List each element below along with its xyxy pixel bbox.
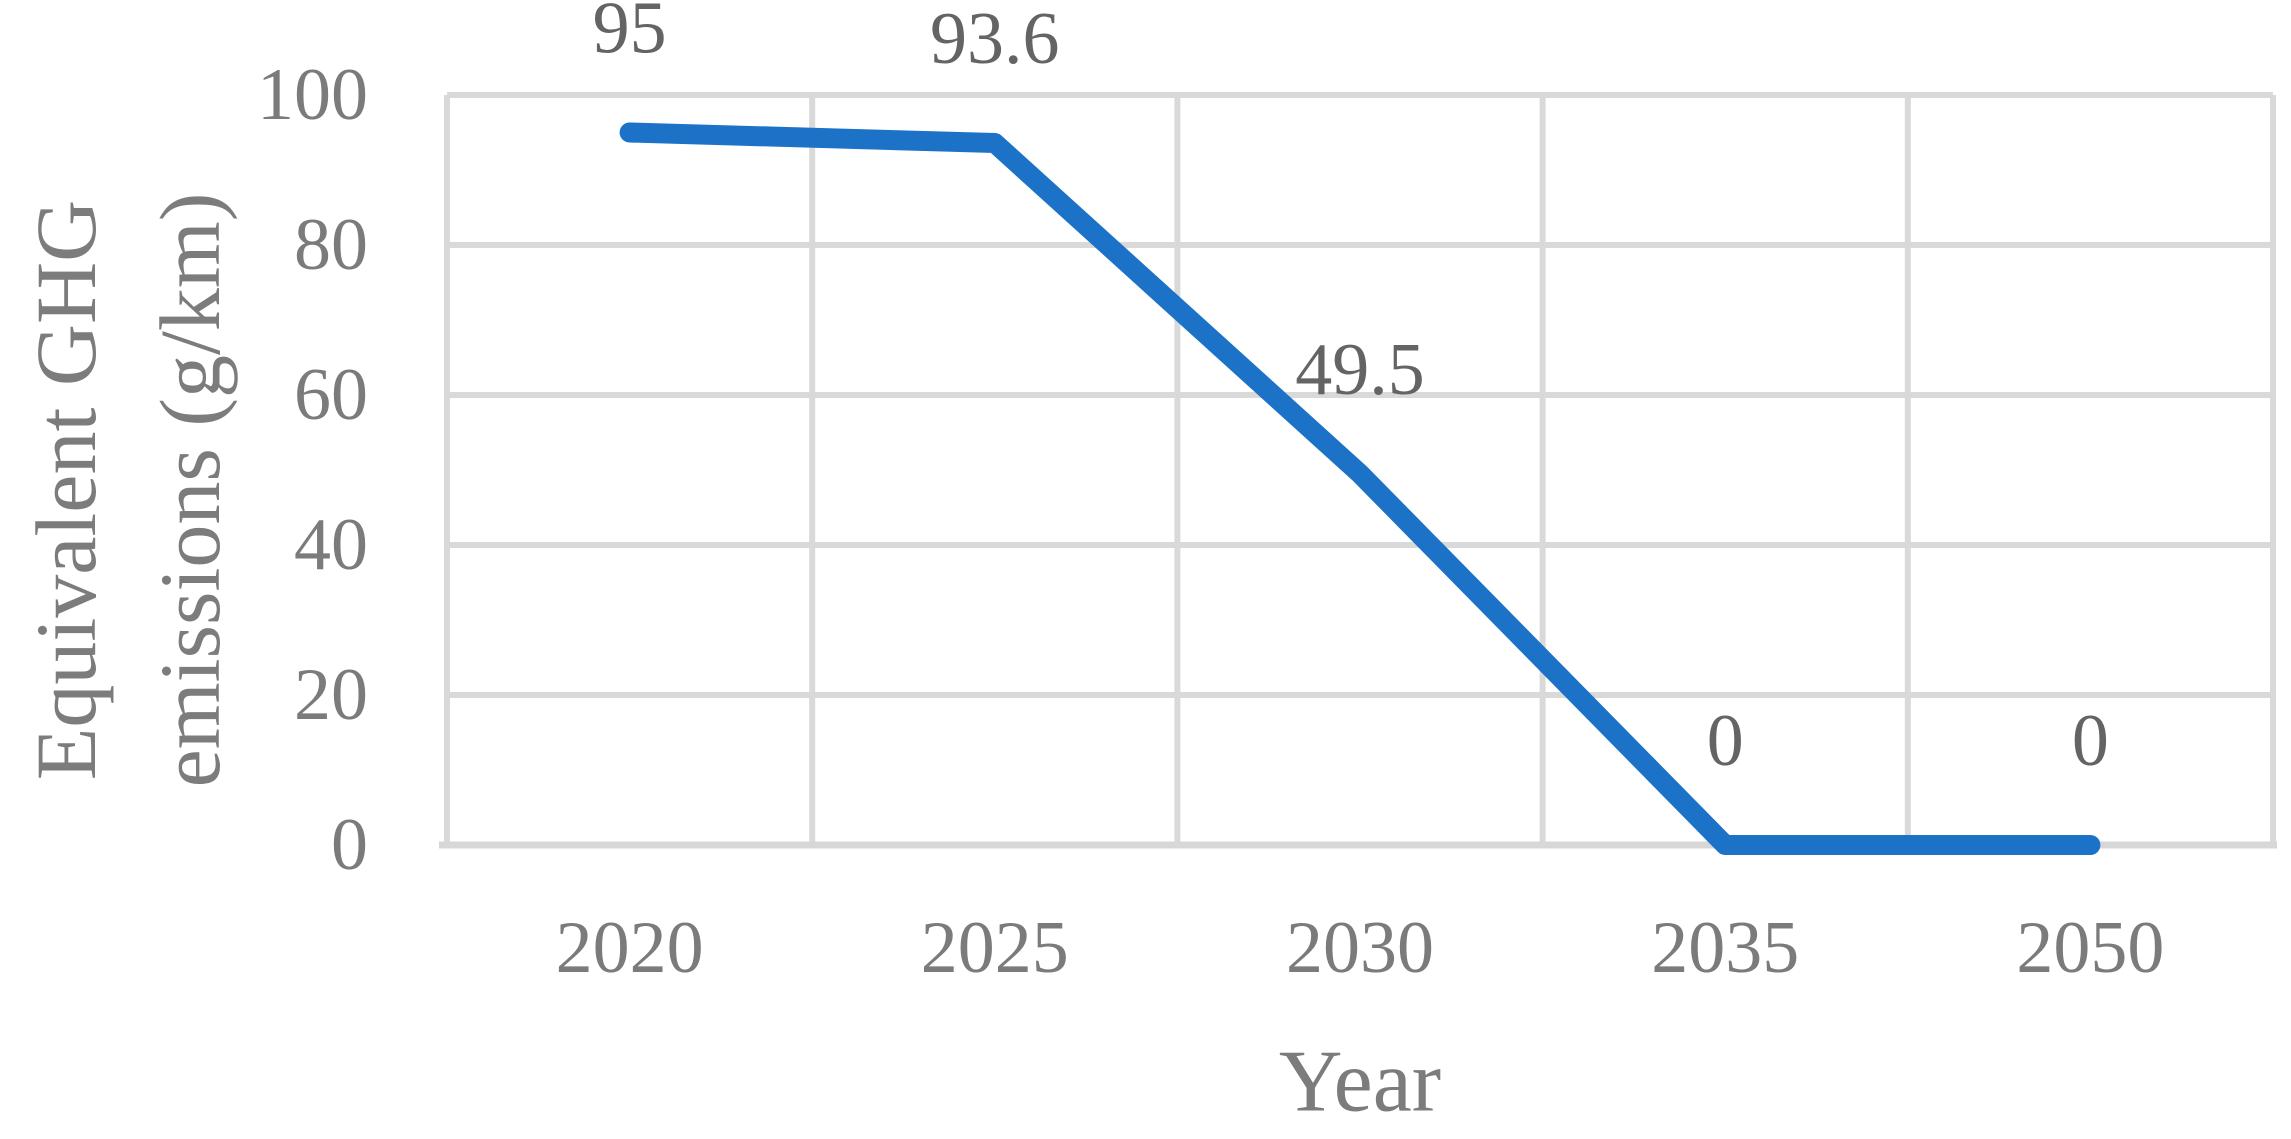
- data-label: 93.6: [930, 0, 1060, 80]
- y-tick-label: 60: [294, 354, 368, 436]
- data-label: 49.5: [1295, 329, 1425, 411]
- y-tick-label: 100: [257, 54, 368, 136]
- y-axis-title-line-1: Equivalent GHG: [18, 200, 114, 780]
- x-tick-labels-group: 2020 2025 2030 2035 2050: [556, 907, 2165, 989]
- x-tick-label: 2035: [1651, 907, 1799, 989]
- data-label: 0: [2072, 700, 2109, 782]
- x-tick-label: 2030: [1286, 907, 1434, 989]
- x-axis-title: Year: [1279, 1034, 1441, 1131]
- y-tick-label: 80: [294, 204, 368, 286]
- data-label: 95: [593, 0, 667, 70]
- data-labels-group: 95 93.6 49.5 0 0: [593, 0, 2109, 782]
- y-tick-label: 20: [294, 654, 368, 736]
- x-tick-label: 2025: [921, 907, 1069, 989]
- series-line-group: [619, 122, 2101, 855]
- y-axis-title-line-2: emissions (g/km): [142, 193, 238, 788]
- emissions-line: [619, 122, 2101, 855]
- y-tick-label: 0: [331, 804, 368, 886]
- y-tick-labels-group: 0 20 40 60 80 100: [257, 54, 368, 886]
- x-tick-label: 2020: [556, 907, 704, 989]
- data-label: 0: [1707, 700, 1744, 782]
- y-tick-label: 40: [294, 504, 368, 586]
- gridlines-vertical: [444, 95, 2276, 845]
- x-tick-label: 2050: [2016, 907, 2164, 989]
